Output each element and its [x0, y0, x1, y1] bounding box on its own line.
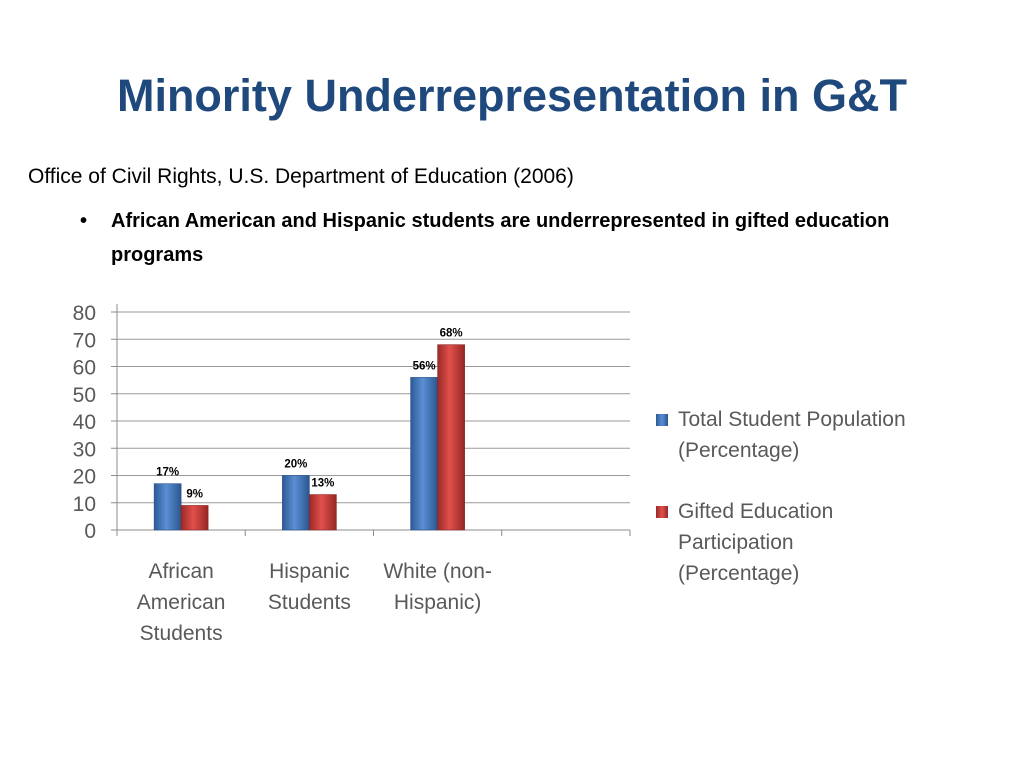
- source-citation: Office of Civil Rights, U.S. Department …: [28, 165, 574, 188]
- chart-legend: Total Student Population (Percentage) Gift…: [656, 404, 986, 619]
- legend-label: Total Student Population: [678, 408, 906, 431]
- y-tick-label: 0: [84, 520, 96, 543]
- labels: 17% 9% African American Students 20% 13% Hispan…: [137, 328, 492, 645]
- y-tick-label: 70: [73, 329, 96, 352]
- bar-total-population: [153, 483, 182, 531]
- gridlines: [117, 311, 630, 504]
- data-label: 20%: [284, 459, 307, 471]
- legend-item: Total Student Population (Percentage): [656, 404, 986, 466]
- category-label: Students: [268, 591, 351, 614]
- legend-label: (Percentage): [678, 562, 800, 585]
- legend-label: Participation: [678, 531, 794, 554]
- bar-chart: 0 10 20 30 40 50 60 70 80 17% 9% African American St…: [73, 302, 631, 645]
- bars: [153, 344, 465, 531]
- data-label: 56%: [413, 360, 436, 372]
- bullet-icon: •: [80, 210, 88, 232]
- y-tick-label: 40: [73, 411, 96, 434]
- data-label: 9%: [186, 488, 203, 500]
- bar-gifted-participation: [309, 494, 337, 531]
- bar-gifted-participation: [437, 344, 465, 531]
- bar-gifted-participation: [180, 505, 209, 531]
- y-tick-label: 20: [73, 466, 96, 489]
- data-label: 13%: [311, 478, 334, 490]
- category-label: White (non-: [383, 560, 492, 583]
- category-label: Students: [140, 622, 223, 645]
- y-tick-label: 80: [73, 302, 96, 325]
- data-label: 17%: [156, 467, 179, 479]
- y-tick-label: 10: [73, 493, 96, 516]
- y-tick-label: 60: [73, 357, 96, 380]
- bar-total-population: [282, 475, 310, 531]
- y-tick-label: 30: [73, 438, 96, 461]
- legend-item: Gifted Education Participation (Percentage…: [656, 496, 986, 589]
- category-label: Hispanic: [269, 560, 350, 583]
- legend-label: (Percentage): [678, 439, 800, 462]
- category-label: Hispanic): [394, 591, 482, 614]
- bullet-point: • African American and Hispanic students…: [80, 204, 920, 272]
- y-tick-label: 50: [73, 384, 96, 407]
- legend-label: Gifted Education: [678, 500, 834, 523]
- category-label: African: [148, 560, 213, 583]
- data-label: 68%: [440, 328, 463, 340]
- legend-swatch: [656, 414, 668, 426]
- bullet-text: African American and Hispanic students a…: [111, 210, 890, 266]
- bar-total-population: [410, 377, 438, 531]
- slide-title: Minority Underrepresentation in G&T: [116, 70, 908, 121]
- category-label: American: [137, 591, 226, 614]
- legend-swatch: [656, 506, 668, 518]
